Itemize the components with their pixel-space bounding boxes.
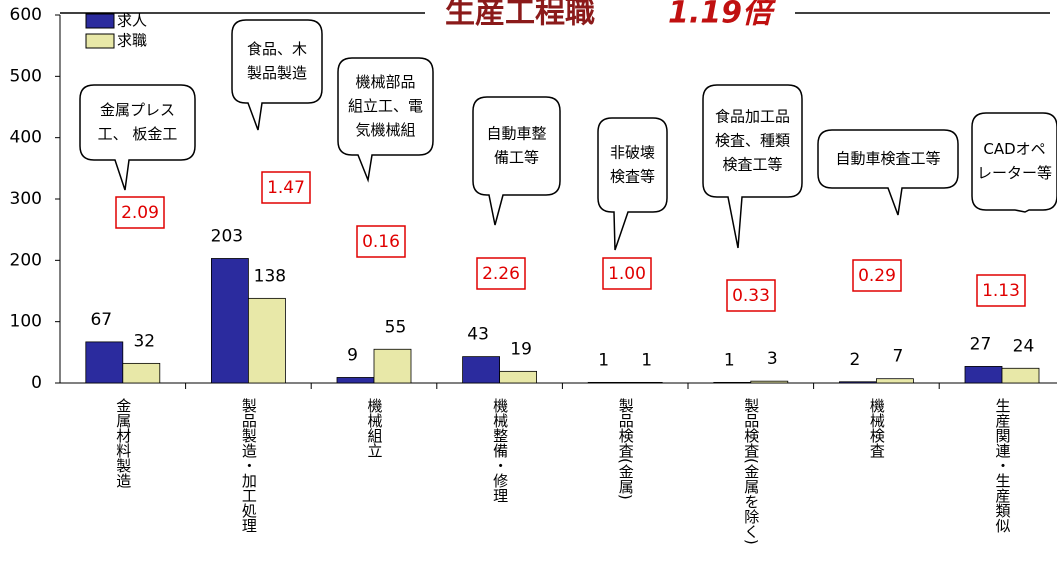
legend-label: 求職: [117, 32, 147, 50]
callout-text: 自動車検査工等: [835, 150, 940, 168]
y-tick-label: 300: [10, 189, 42, 209]
data-label: 24: [1013, 336, 1035, 356]
legend-swatch: [85, 33, 115, 49]
legend-label: 求人: [117, 12, 147, 30]
callout-text: CADオペ: [983, 140, 1045, 158]
callout: [231, 19, 323, 131]
ratio-label: 0.16: [362, 232, 400, 252]
data-label: 67: [90, 310, 112, 330]
ratio-label: 1.00: [608, 264, 646, 284]
y-tick-label: 600: [10, 5, 42, 25]
callout-text: 自動車整: [486, 125, 546, 143]
data-label: 2: [849, 350, 860, 370]
data-label: 19: [510, 339, 532, 359]
callout-text: 検査工等: [722, 156, 782, 174]
bar: [964, 366, 1003, 384]
title-bg: [425, 0, 795, 30]
data-label: 203: [211, 226, 243, 246]
y-tick-label: 500: [10, 66, 42, 86]
data-label: 3: [767, 349, 778, 369]
legend-swatch: [85, 13, 115, 29]
data-label: 1: [641, 350, 652, 370]
bar: [587, 381, 626, 384]
bar: [336, 377, 375, 384]
title-ratio: 1.19倍: [668, 0, 776, 31]
callout-text: 工、 板金工: [98, 125, 178, 143]
callout-text: 検査、種類: [715, 132, 790, 150]
ratio-box: [356, 225, 406, 258]
bar: [1001, 367, 1040, 384]
ratio-box: [261, 171, 311, 204]
ratio-box: [476, 257, 526, 290]
bar: [876, 378, 914, 384]
x-tick-label: 製品検査(金属): [617, 398, 635, 500]
callout: [971, 112, 1057, 213]
callout: [817, 129, 959, 216]
bar: [122, 362, 161, 384]
data-label: 43: [467, 325, 489, 345]
ratio-label: 1.47: [267, 178, 305, 198]
ratio-box: [852, 259, 902, 292]
callout: [79, 84, 196, 191]
data-label: 1: [724, 350, 735, 370]
callout: [597, 117, 668, 251]
data-label: 1: [598, 350, 609, 370]
y-tick-label: 200: [10, 250, 42, 270]
data-label: 32: [133, 331, 155, 351]
ratio-label: 0.29: [858, 266, 896, 286]
bar: [85, 341, 124, 384]
x-tick-label: 機械整備・修理: [491, 398, 509, 503]
y-tick-label: 100: [10, 312, 42, 332]
callout: [337, 57, 434, 183]
callout-text: 非破壊: [610, 144, 655, 162]
ratio-box: [726, 279, 776, 312]
callout-text: 備工等: [494, 149, 539, 167]
ratio-label: 0.33: [732, 286, 770, 306]
ratio-box: [115, 196, 165, 229]
data-label: 27: [970, 334, 992, 354]
bar: [373, 348, 412, 384]
callout-text: 金属プレス: [100, 101, 175, 119]
bar: [462, 356, 501, 384]
callout-text: 食品、木: [247, 40, 307, 58]
ratio-box: [976, 274, 1026, 307]
callout-text: 組立工、電: [348, 97, 423, 115]
x-tick-label: 生産関連・生産類似: [994, 398, 1012, 533]
data-label: 138: [254, 266, 286, 286]
data-label: 9: [347, 345, 358, 365]
callout-text: 検査等: [610, 168, 655, 186]
bar: [624, 381, 663, 384]
y-tick-label: 400: [10, 128, 42, 148]
bar: [839, 381, 877, 384]
callout-text: 製品製造: [247, 64, 307, 82]
bar: [210, 258, 249, 384]
ratio-label: 2.09: [121, 203, 159, 223]
bar: [499, 370, 538, 384]
x-tick-label: 機械検査: [868, 398, 886, 458]
ratio-label: 1.13: [982, 281, 1020, 301]
callout-text: 気機械組: [355, 121, 415, 139]
bar: [750, 380, 789, 384]
callout-text: 機械部品: [355, 73, 415, 91]
bar: [713, 381, 752, 384]
data-label: 55: [385, 317, 407, 337]
ratio-label: 2.26: [482, 264, 520, 284]
data-label: 7: [892, 347, 903, 367]
ratio-box: [602, 257, 652, 290]
x-tick-label: 製品検査(金属を除く): [742, 398, 760, 545]
x-tick-label: 製品製造・加工処理: [240, 398, 258, 533]
callout-text: レーター等: [977, 164, 1052, 182]
callout: [702, 84, 803, 249]
bar: [247, 297, 286, 384]
y-tick-label: 0: [31, 373, 42, 393]
x-tick-label: 金属材料製造: [114, 398, 132, 489]
x-tick-label: 機械組立: [366, 398, 384, 458]
callout: [472, 96, 561, 226]
chart-title: 生産工程職: [445, 0, 595, 31]
callout-text: 食品加工品: [715, 108, 790, 126]
